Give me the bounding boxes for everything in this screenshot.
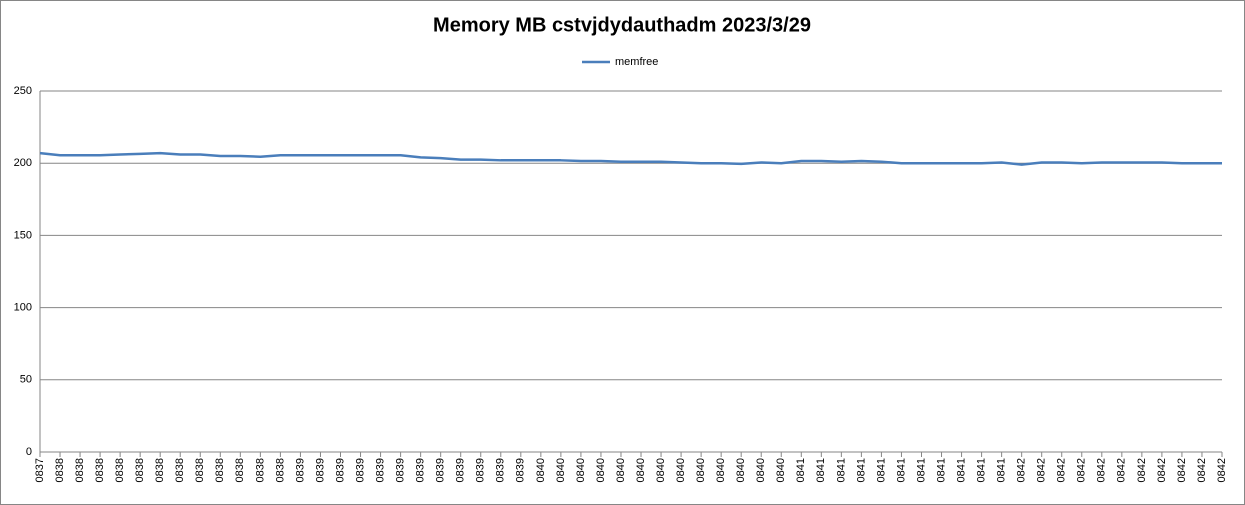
x-tick-label: 0840 [635,458,647,482]
y-tick-label: 50 [20,374,32,386]
x-tick-label: 0838 [114,458,126,482]
x-tick-label: 0842 [1156,458,1168,482]
y-tick-label: 200 [14,157,32,169]
y-tick-label: 0 [26,446,32,458]
x-tick-label: 0841 [975,458,987,482]
x-tick-label: 0838 [94,458,106,482]
x-tick-label: 0840 [675,458,687,482]
x-tick-label: 0840 [555,458,567,482]
x-tick-label: 0841 [915,458,927,482]
x-tick-label: 0840 [535,458,547,482]
y-tick-label: 250 [14,85,32,97]
x-tick-label: 0838 [134,458,146,482]
y-tick-label: 100 [14,302,32,314]
x-tick-label: 0840 [735,458,747,482]
y-tick-label: 150 [14,229,32,241]
x-tick-label: 0839 [314,458,326,482]
x-tick-label: 0838 [214,458,226,482]
x-tick-label: 0841 [795,458,807,482]
x-tick-label: 0839 [435,458,447,482]
x-tick-label: 0842 [1056,458,1068,482]
x-tick-label: 0842 [1176,458,1188,482]
x-tick-label: 0839 [374,458,386,482]
x-tick-label: 0840 [615,458,627,482]
x-tick-label: 0839 [495,458,507,482]
x-tick-label: 0838 [194,458,206,482]
x-tick-label: 0840 [655,458,667,482]
data-line [39,151,1222,166]
chart-title: Memory MB cstvjdydauthadm 2023/3/29 [433,14,811,36]
x-tick-label: 0842 [1196,458,1208,482]
x-tick-label: 0838 [54,458,66,482]
x-tick-label: 0842 [1036,458,1048,482]
x-tick-label: 0840 [695,458,707,482]
x-tick-label: 0842 [1136,458,1148,482]
x-tick-label: 0841 [835,458,847,482]
x-tick-label: 0838 [254,458,266,482]
x-tick-label: 0839 [395,458,407,482]
x-tick-label: 0840 [775,458,787,482]
x-tick-label: 0838 [174,458,186,482]
x-tick-label: 0838 [234,458,246,482]
x-tick-label: 0839 [415,458,427,482]
x-tick-label: 0839 [475,458,487,482]
x-tick-label: 0841 [935,458,947,482]
x-tick-label: 0842 [1076,458,1088,482]
legend-label: memfree [615,56,658,68]
x-tick-label: 0839 [334,458,346,482]
x-tick-label: 0838 [74,458,86,482]
x-tick-label: 0838 [274,458,286,482]
x-tick-label: 0841 [996,458,1008,482]
x-tick-label: 0839 [294,458,306,482]
x-tick-label: 0841 [815,458,827,482]
x-tick-label: 0839 [354,458,366,482]
x-tick-label: 0839 [515,458,527,482]
x-tick-label: 0840 [575,458,587,482]
x-tick-label: 0838 [154,458,166,482]
x-tick-label: 0842 [1096,458,1108,482]
x-tick-label: 0841 [955,458,967,482]
x-tick-label: 0840 [755,458,767,482]
x-tick-label: 0841 [855,458,867,482]
x-tick-label: 0842 [1116,458,1128,482]
x-tick-label: 0842 [1016,458,1028,482]
x-tick-label: 0839 [455,458,467,482]
x-tick-label: 0837 [34,458,46,482]
x-tick-label: 0842 [1216,458,1228,482]
x-tick-label: 0841 [875,458,887,482]
x-tick-label: 0840 [595,458,607,482]
x-tick-label: 0841 [895,458,907,482]
x-tick-label: 0840 [715,458,727,482]
